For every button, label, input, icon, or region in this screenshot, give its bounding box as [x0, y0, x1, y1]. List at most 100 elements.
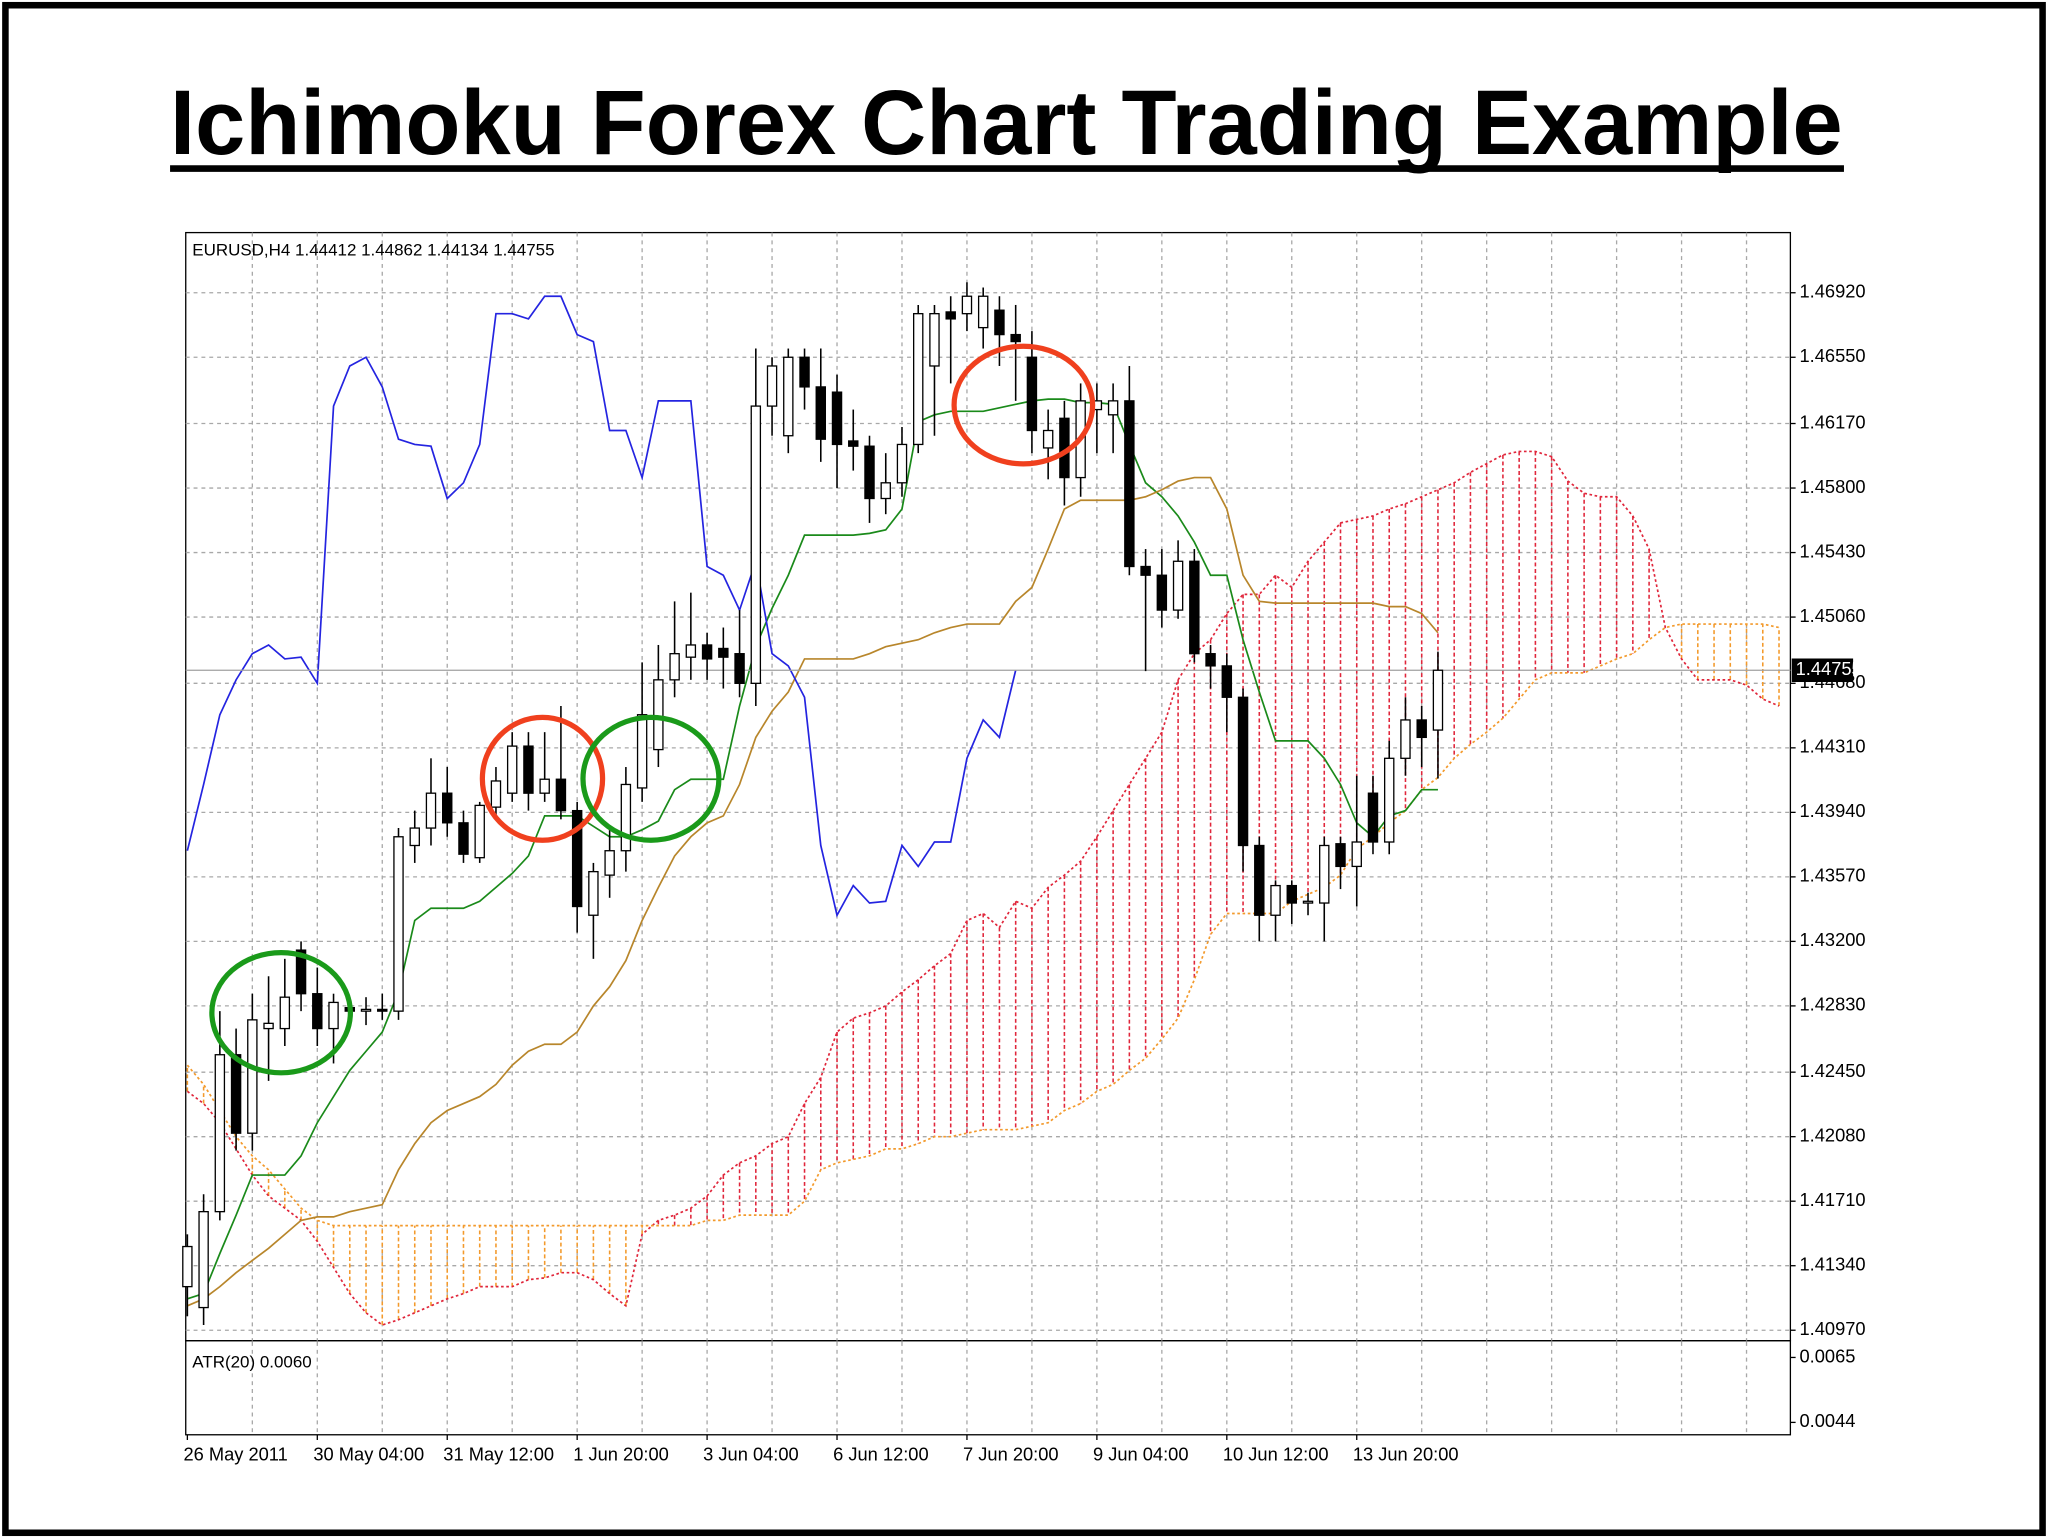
candle-body [1432, 669, 1444, 731]
y-tick-label: 1.43570 [1800, 865, 1866, 886]
candle-body [1107, 400, 1119, 416]
y-tick-label: 1.44310 [1800, 736, 1866, 757]
x-tick-label: 13 Jun 20:00 [1353, 1444, 1459, 1465]
span-a-line [186, 450, 1780, 1326]
x-tick-label: 10 Jun 12:00 [1223, 1444, 1329, 1465]
candle-body [1351, 841, 1362, 868]
x-tick-label: 9 Jun 04:00 [1093, 1444, 1189, 1465]
candle-body [815, 386, 827, 440]
candle-body [848, 440, 859, 447]
highlight-circle [951, 343, 1096, 467]
x-tick-label: 7 Jun 20:00 [963, 1444, 1059, 1465]
y-tick-label: 1.43940 [1800, 800, 1866, 821]
candle-body [669, 653, 680, 681]
candle-body [523, 745, 534, 794]
candle-body [1335, 843, 1346, 868]
candle-body [1319, 844, 1330, 904]
candle-body [458, 822, 469, 855]
symbol-info: EURUSD,H4 1.44412 1.44862 1.44134 1.4475… [192, 240, 554, 259]
x-tick-label: 3 Jun 04:00 [703, 1444, 799, 1465]
candle-body [328, 1001, 339, 1030]
y-tick-label: 1.42450 [1800, 1060, 1866, 1081]
candle-body [1189, 560, 1200, 655]
candle-body [393, 836, 404, 1012]
plot: 1.40970 1.41340 1.41710 1.42080 1.42450 1.428… [182, 232, 1866, 1465]
candle-body [750, 405, 762, 684]
candle-body [1010, 333, 1021, 343]
candle-body [198, 1211, 209, 1309]
y-tick-label: 1.45800 [1800, 476, 1866, 497]
y-tick-label: 1.41340 [1800, 1254, 1866, 1275]
candle-body [1383, 757, 1395, 843]
y-tick-label: 1.43200 [1800, 929, 1866, 950]
indicator-label: ATR(20) 0.0060 [192, 1352, 311, 1371]
x-tick-label: 30 May 04:00 [313, 1444, 424, 1465]
candle-body [1221, 665, 1233, 698]
price-tag [1791, 658, 1854, 683]
price-tag-label: 1.44755 [1796, 658, 1862, 679]
candle-body [1270, 884, 1281, 916]
candle-body [1205, 653, 1216, 667]
candle-body [360, 1008, 372, 1012]
candle-body [783, 356, 794, 437]
candle-body [1254, 844, 1265, 916]
candle-body [295, 949, 307, 995]
candle-body [896, 443, 908, 484]
candle-body [1302, 900, 1314, 904]
candle-body [506, 745, 518, 794]
candle-body [425, 792, 437, 829]
candle-body [1156, 574, 1168, 611]
y-tick-label: 1.45430 [1800, 540, 1866, 561]
candle-body [588, 870, 599, 916]
highlight-circle [479, 714, 606, 843]
candle-body [1400, 719, 1411, 759]
y-tick-label: 1.46170 [1800, 411, 1866, 432]
highlight-circle [580, 714, 722, 843]
candle-body [799, 356, 810, 388]
indicator-line [186, 295, 1017, 918]
candle-body [1416, 719, 1427, 739]
candle-body [913, 313, 924, 446]
candle-body [1286, 884, 1298, 904]
candle-body [961, 295, 973, 315]
candle-body [555, 778, 567, 812]
x-tick-label: 1 Jun 20:00 [573, 1444, 669, 1465]
candle-body [1140, 565, 1151, 576]
candle-body [636, 714, 648, 789]
candle-body [977, 295, 989, 329]
x-tick-label: 6 Jun 12:00 [833, 1444, 929, 1465]
candle-body [734, 653, 745, 684]
indicator-frame [185, 1340, 1792, 1436]
y2-tick-label: 0.0065 [1800, 1345, 1856, 1366]
candle-body [1237, 696, 1249, 847]
candle-body [230, 1054, 242, 1134]
candle-body [1026, 356, 1038, 432]
candle-body [1367, 792, 1379, 843]
candle-body [409, 827, 420, 847]
candle-body [994, 309, 1005, 336]
candle-body [182, 1245, 193, 1288]
candle-body [864, 445, 875, 500]
candle-body [653, 679, 664, 751]
span-b-line [186, 623, 1780, 1227]
x-tick-label: 26 May 2011 [183, 1444, 287, 1465]
candle-body [279, 996, 291, 1030]
candle-body [1172, 560, 1184, 611]
candle-body [604, 850, 615, 876]
candle-body [312, 993, 323, 1030]
candle-body [1124, 400, 1135, 568]
candle-body [571, 809, 583, 908]
y-tick-label: 1.45060 [1800, 605, 1866, 626]
candle-body [442, 792, 453, 824]
indicator-line [187, 476, 1439, 1307]
candle-body [247, 1019, 258, 1134]
candle-body [474, 804, 485, 859]
plot-frame [185, 231, 1792, 1342]
y-tick-label: 1.40970 [1800, 1318, 1866, 1339]
candle-body [620, 783, 632, 852]
candle-body [929, 313, 940, 367]
x-tick-label: 31 May 12:00 [443, 1444, 554, 1465]
annotations [209, 343, 1096, 1076]
